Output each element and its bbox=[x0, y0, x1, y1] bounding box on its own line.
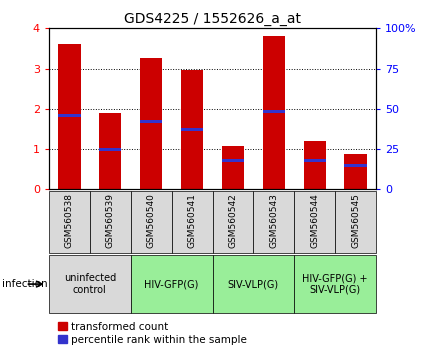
Text: GSM560545: GSM560545 bbox=[351, 193, 360, 249]
Text: GSM560544: GSM560544 bbox=[310, 194, 319, 248]
Bar bbox=[222, 146, 244, 189]
Bar bbox=[222, 159, 244, 162]
Legend: transformed count, percentile rank within the sample: transformed count, percentile rank withi… bbox=[54, 317, 251, 349]
Bar bbox=[140, 120, 162, 123]
Bar bbox=[181, 129, 203, 131]
Bar bbox=[263, 35, 285, 189]
Text: HIV-GFP(G) +
SIV-VLP(G): HIV-GFP(G) + SIV-VLP(G) bbox=[303, 273, 368, 295]
Text: GSM560543: GSM560543 bbox=[269, 193, 278, 249]
Text: GSM560539: GSM560539 bbox=[106, 193, 115, 249]
Bar bbox=[303, 159, 326, 162]
Bar bbox=[58, 114, 81, 117]
Bar bbox=[181, 70, 203, 189]
Text: GSM560540: GSM560540 bbox=[147, 193, 156, 249]
Text: GSM560542: GSM560542 bbox=[229, 194, 238, 248]
Title: GDS4225 / 1552626_a_at: GDS4225 / 1552626_a_at bbox=[124, 12, 301, 26]
Bar bbox=[140, 58, 162, 189]
Text: HIV-GFP(G): HIV-GFP(G) bbox=[144, 279, 199, 289]
Text: GSM560541: GSM560541 bbox=[187, 193, 196, 249]
Bar bbox=[344, 154, 367, 189]
Bar bbox=[99, 148, 122, 150]
Text: uninfected
control: uninfected control bbox=[64, 273, 116, 295]
Text: SIV-VLP(G): SIV-VLP(G) bbox=[228, 279, 279, 289]
Text: infection: infection bbox=[2, 279, 48, 289]
Bar bbox=[263, 110, 285, 113]
Text: GSM560538: GSM560538 bbox=[65, 193, 74, 249]
Bar bbox=[344, 164, 367, 167]
Bar bbox=[58, 45, 81, 189]
Bar bbox=[303, 142, 326, 189]
Bar bbox=[99, 113, 122, 189]
